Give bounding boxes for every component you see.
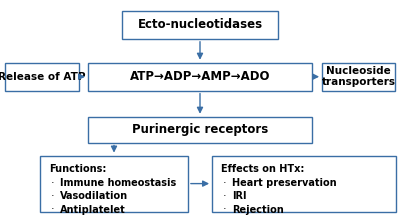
FancyBboxPatch shape	[88, 117, 312, 143]
Text: Ecto-nucleotidases: Ecto-nucleotidases	[138, 18, 262, 31]
Text: ·: ·	[223, 178, 226, 188]
Text: ·: ·	[51, 191, 54, 201]
Text: Antiplatelet: Antiplatelet	[60, 205, 126, 214]
Text: ·: ·	[51, 205, 54, 214]
FancyBboxPatch shape	[5, 63, 79, 91]
Text: Immune homeostasis: Immune homeostasis	[60, 178, 176, 188]
Text: ·: ·	[51, 178, 54, 188]
FancyBboxPatch shape	[322, 63, 395, 91]
Text: Functions:: Functions:	[49, 164, 106, 174]
Text: ·: ·	[223, 191, 226, 201]
Text: Effects on HTx:: Effects on HTx:	[221, 164, 304, 174]
Text: Vasodilation: Vasodilation	[60, 191, 128, 201]
Text: Nucleoside
transporters: Nucleoside transporters	[322, 66, 396, 87]
Text: IRI: IRI	[232, 191, 246, 201]
FancyBboxPatch shape	[212, 156, 396, 212]
Text: Rejection: Rejection	[232, 205, 284, 214]
FancyBboxPatch shape	[88, 63, 312, 91]
Text: Heart preservation: Heart preservation	[232, 178, 337, 188]
Text: Release of ATP: Release of ATP	[0, 72, 86, 82]
Text: ·: ·	[223, 205, 226, 214]
FancyBboxPatch shape	[40, 156, 188, 212]
FancyBboxPatch shape	[122, 11, 278, 39]
Text: Purinergic receptors: Purinergic receptors	[132, 123, 268, 136]
Text: ATP→ADP→AMP→ADO: ATP→ADP→AMP→ADO	[130, 70, 270, 83]
